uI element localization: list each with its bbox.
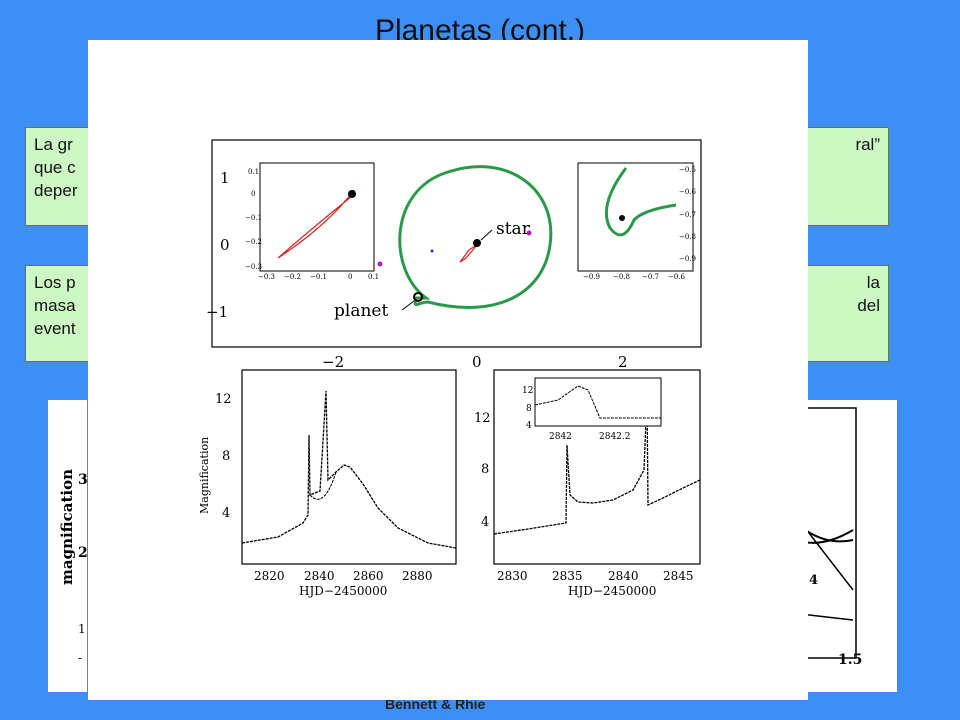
tick-label: 1 [78,622,86,636]
microlensing-figure: 1 0 −1 −2 0 2 star planet 0.1 0 −0.1 −0.… [198,139,702,598]
bottom-left-frame [241,369,457,565]
tick-label: 12 [215,392,232,407]
tick-label: −0.7 [642,273,659,281]
tick-label: −2 [322,353,344,371]
credit-text: Bennett & Rhie [385,696,486,712]
tick-label: 12 [522,386,533,396]
tick-label: 1.5 [838,652,862,668]
tick-label: 0 [220,236,230,254]
tick-label: −0.2 [245,238,262,246]
pointer-line [480,229,493,241]
source-dot [430,249,434,253]
caustic [459,243,479,263]
tick-label: 2840 [304,569,335,583]
tick-label: 1 [220,169,230,187]
tick-label: −0.1 [310,273,327,281]
text-line: que c [34,158,76,177]
text-line-right: ral” [855,135,880,154]
planet-label: planet [334,301,388,321]
tick-label: 8 [222,449,230,464]
tick-label: −0.9 [679,255,696,263]
text-line-right: del [857,296,880,315]
tick-label: 2842.2 [599,432,631,442]
tick-label: −0.7 [679,211,696,219]
caustic-detail [277,189,355,259]
axis-label: Magnification [198,437,211,514]
tick-label: 0 [348,273,352,281]
tick-label: 2860 [353,569,384,583]
tick-label: −0.6 [679,188,697,196]
tick-label: 2845 [663,569,694,583]
axis-label: magnification [58,469,76,585]
bottom-right-frame [493,369,701,565]
tick-label: 8 [481,462,489,477]
source-marker [526,230,532,236]
text-line: La gr [34,135,73,154]
tick-label: 2 [78,545,88,561]
light-curve-detail [534,385,661,419]
tick-label: 2 [618,353,628,371]
tick-label: 2880 [402,569,433,583]
top-panel-frame [211,139,702,348]
inset-left-ticks: 0.1 0 −0.1 −0.2 −0.3 −0.3 −0.2 −0.1 0 0.… [245,168,379,281]
axis-label: HJD−2450000 [568,584,656,598]
planet-marker [619,215,625,221]
tick-label: - [78,651,82,665]
light-curve-detail [309,471,337,500]
inset-bottom-ticks: 12 8 4 2842 2842.2 [522,386,631,442]
tick-label: 4 [222,506,230,521]
foreground-figure: 1 0 −1 −2 0 2 star planet 0.1 0 −0.1 −0.… [88,40,808,700]
light-curve [241,390,457,549]
tick-label: 2830 [497,569,528,583]
critical-curve-detail [604,167,677,237]
tick-label: −0.6 [668,273,686,281]
tick-label: 0.1 [368,273,379,281]
tick-label: −0.3 [258,273,275,281]
pointer-line [401,300,415,311]
text-line-right: la [866,273,880,292]
tick-label: 3 [78,472,88,488]
planet-marker [413,292,423,302]
star-marker [473,239,481,247]
tick-label: 4 [526,421,532,431]
tick-label: −0.5 [679,166,696,174]
tick-label: −0.8 [613,273,630,281]
inset-right-ticks: −0.5 −0.6 −0.7 −0.8 −0.9 −0.9 −0.8 −0.7 … [583,166,697,281]
inset-left-frame [259,162,375,272]
text-line: deper [34,181,78,200]
tick-label: −0.1 [245,214,262,222]
tick-label: 12 [474,411,491,426]
tick-label: 2820 [254,569,285,583]
light-curve [493,394,701,535]
critical-curve [398,165,553,309]
tick-label: 2842 [549,432,572,442]
text-line: masa [34,296,76,315]
tick-label: 8 [526,404,532,414]
star-label: star [496,219,531,239]
star-marker [348,190,356,198]
tick-label: −0.8 [679,233,696,241]
tick-label: 0.1 [248,168,259,176]
inset-bottom-frame [534,377,662,427]
source-marker [377,261,383,267]
text-line: Los p [34,273,76,292]
tick-label: 0 [251,190,255,198]
text-line: event [34,319,76,338]
tick-label: 0 [472,353,482,371]
tick-label: −0.9 [583,273,600,281]
tick-label: −0.2 [284,273,301,281]
tick-label: 2840 [608,569,639,583]
tick-label: −0.3 [245,263,262,271]
tick-label: 4 [481,515,489,530]
tick-label: 2835 [552,569,583,583]
tick-label: −1 [206,303,228,321]
axis-label: HJD−2450000 [299,584,387,598]
